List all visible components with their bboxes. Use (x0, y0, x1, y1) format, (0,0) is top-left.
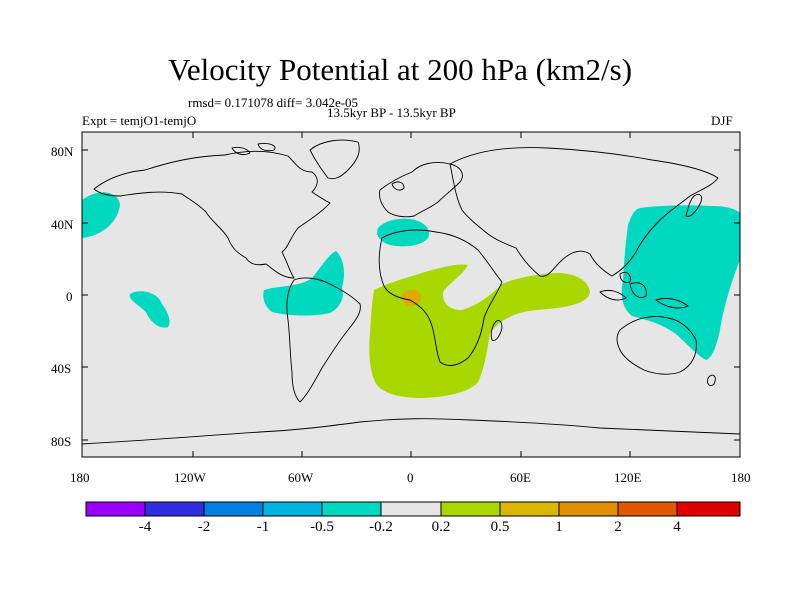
lat-tick-label: 80N (51, 144, 74, 159)
colorbar-box (85, 501, 146, 517)
anomaly-shading (82, 192, 740, 398)
lon-tick-label: 120W (174, 470, 206, 485)
coastline-australia (616, 316, 697, 375)
coastline-europe (379, 161, 463, 218)
anomaly-region (129, 291, 170, 328)
colorbar-label: -1 (256, 519, 270, 535)
colorbar-label: -2 (197, 519, 211, 535)
anomaly-region (621, 205, 740, 360)
period-label: 13.5kyr BP - 13.5kyr BP (327, 105, 456, 120)
stats-line: rmsd= 0.171078 diff= 3.042e-05 (188, 95, 359, 110)
coastline-maritime-continent (599, 271, 689, 309)
coastline-asia (449, 147, 719, 277)
colorbar-label: 0.5 (490, 519, 510, 535)
coastline-south-america (286, 277, 361, 403)
season-label: DJF (711, 113, 733, 128)
anomaly-region (369, 264, 590, 398)
coastline-british-isles (391, 181, 405, 191)
colorbar-box (380, 501, 442, 517)
anomaly-region (401, 289, 422, 307)
colorbar-box (499, 501, 560, 517)
lon-tick-label: 60W (288, 470, 314, 485)
lon-tick-label: 60E (510, 470, 531, 485)
coastline-new-zealand (707, 374, 716, 387)
colorbar-box (262, 501, 323, 517)
colorbar-label: -0.5 (310, 519, 334, 535)
coastline-north-america (93, 150, 331, 279)
colorbar-label: 0.2 (431, 519, 451, 535)
lon-tick-label: 180 (70, 470, 90, 485)
colorbar-box (440, 501, 501, 517)
colorbar-label: 4 (673, 519, 681, 535)
coastline-arctic-islands (231, 143, 276, 156)
coastline-africa (378, 229, 503, 366)
lat-tick-label: 80S (51, 434, 72, 449)
colorbar-box (144, 501, 205, 517)
coastline-japan (685, 193, 703, 217)
coastline-antarctica (81, 418, 741, 445)
experiment-label: Expt = temjO1-temjO (82, 113, 197, 128)
coastline-greenland (309, 139, 360, 180)
lat-tick-label: 0 (66, 289, 73, 304)
coastlines (81, 139, 741, 445)
lat-ticks (82, 149, 740, 441)
colorbar-label: -4 (138, 519, 152, 535)
colorbar-label: -0.2 (369, 519, 393, 535)
colorbar-box (617, 501, 678, 517)
colorbar-label: 1 (555, 519, 563, 535)
chart-title: Velocity Potential at 200 hPa (km2/s) (167, 52, 633, 87)
colorbar-box (558, 501, 619, 517)
colorbar (85, 501, 741, 517)
anomaly-region (377, 218, 430, 247)
lon-tick-label: 180 (731, 470, 751, 485)
anomaly-region (263, 251, 344, 316)
anomaly-region (82, 192, 120, 238)
colorbar-box (321, 501, 382, 517)
colorbar-box (676, 501, 741, 517)
lon-tick-label: 0 (407, 470, 414, 485)
lat-tick-label: 40N (51, 217, 74, 232)
coastline-madagascar (490, 320, 503, 341)
lon-tick-label: 120E (614, 470, 642, 485)
colorbar-box (203, 501, 264, 517)
lon-ticks (192, 132, 631, 457)
lat-tick-label: 40S (51, 361, 72, 376)
colorbar-label: 2 (614, 519, 622, 535)
